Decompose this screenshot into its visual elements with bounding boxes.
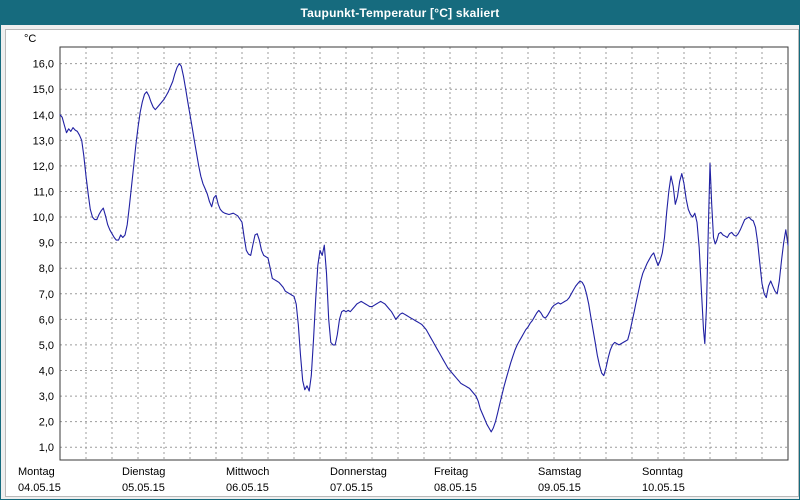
svg-text:Mittwoch: Mittwoch [226, 466, 269, 478]
svg-text:Montag: Montag [18, 466, 55, 478]
svg-text:3,0: 3,0 [39, 391, 54, 403]
svg-text:08.05.15: 08.05.15 [434, 482, 477, 494]
svg-text:13,0: 13,0 [33, 135, 54, 147]
dew-point-line-chart: 1,0 2,0 3,0 4,0 5,0 6,0 7,0 8,0 9,0 10,0 11,0 12,0 1… [18, 33, 789, 494]
svg-text:Sonntag: Sonntag [642, 466, 683, 478]
svg-text:10,0: 10,0 [33, 212, 54, 224]
svg-text:Freitag: Freitag [434, 466, 468, 478]
svg-text:7,0: 7,0 [39, 289, 54, 301]
svg-text:14,0: 14,0 [33, 110, 54, 122]
chart-panel: 1,0 2,0 3,0 4,0 5,0 6,0 7,0 8,0 9,0 10,0 11,0 12,0 1… [5, 29, 799, 497]
window-title: Taupunkt-Temperatur [°C] skaliert [300, 6, 500, 20]
title-bar: Taupunkt-Temperatur [°C] skaliert [1, 1, 799, 25]
svg-text:Donnerstag: Donnerstag [330, 466, 387, 478]
svg-text:1,0: 1,0 [39, 442, 54, 454]
svg-text:04.05.15: 04.05.15 [18, 482, 61, 494]
svg-text:09.05.15: 09.05.15 [538, 482, 581, 494]
svg-text:8,0: 8,0 [39, 263, 54, 275]
svg-text:6,0: 6,0 [39, 314, 54, 326]
svg-text:°C: °C [24, 33, 36, 45]
svg-text:10.05.15: 10.05.15 [642, 482, 685, 494]
svg-text:12,0: 12,0 [33, 161, 54, 173]
svg-text:16,0: 16,0 [33, 59, 54, 71]
svg-text:2,0: 2,0 [39, 417, 54, 429]
svg-text:Dienstag: Dienstag [122, 466, 165, 478]
svg-text:11,0: 11,0 [33, 186, 54, 198]
svg-text:06.05.15: 06.05.15 [226, 482, 269, 494]
svg-text:07.05.15: 07.05.15 [330, 482, 373, 494]
svg-text:Samstag: Samstag [538, 466, 581, 478]
svg-text:4,0: 4,0 [39, 365, 54, 377]
svg-text:9,0: 9,0 [39, 238, 54, 250]
svg-text:05.05.15: 05.05.15 [122, 482, 165, 494]
svg-text:15,0: 15,0 [33, 84, 54, 96]
svg-text:5,0: 5,0 [39, 340, 54, 352]
